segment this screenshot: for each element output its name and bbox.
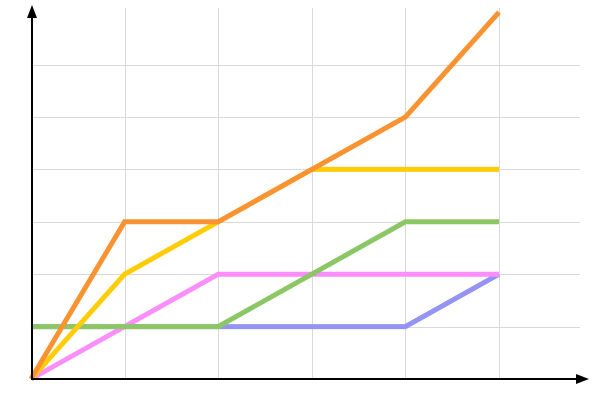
series-line-green [31, 219, 499, 330]
series-group [28, 10, 501, 382]
series-line-pink [29, 271, 499, 382]
x-axis-arrow-icon [576, 374, 589, 384]
series-line-orange [28, 10, 501, 381]
vertical-gridlines [125, 8, 500, 379]
y-axis-arrow-icon [27, 5, 37, 18]
axes [27, 5, 589, 384]
